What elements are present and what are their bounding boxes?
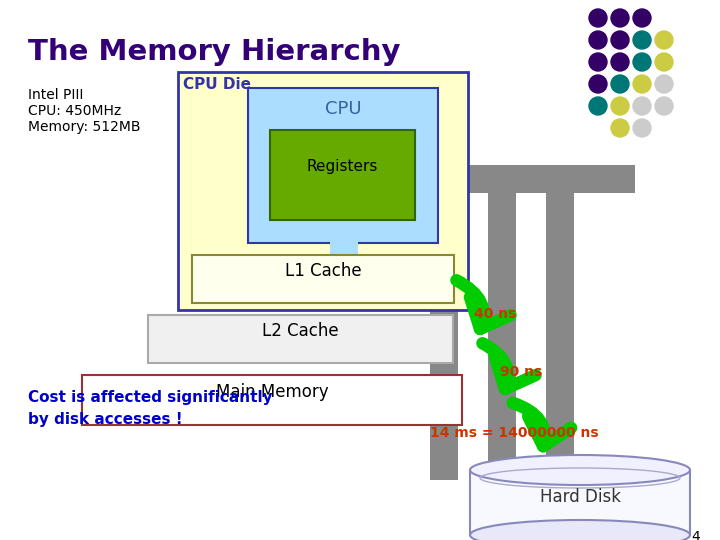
Circle shape — [611, 53, 629, 71]
Circle shape — [589, 97, 607, 115]
Bar — [148, 315, 453, 363]
Text: 40 ns: 40 ns — [474, 307, 516, 321]
Bar — [430, 165, 458, 480]
Text: Hard Disk: Hard Disk — [539, 488, 621, 506]
FancyArrowPatch shape — [513, 403, 571, 446]
Circle shape — [633, 9, 651, 27]
Text: The Memory Hierarchy: The Memory Hierarchy — [28, 38, 400, 66]
Text: L2 Cache: L2 Cache — [261, 322, 338, 340]
Circle shape — [655, 75, 673, 93]
Circle shape — [589, 31, 607, 49]
Bar — [192, 255, 454, 303]
Ellipse shape — [470, 520, 690, 540]
Text: 90 ns: 90 ns — [500, 365, 542, 379]
Bar — [488, 165, 516, 480]
FancyArrowPatch shape — [482, 343, 536, 389]
Circle shape — [589, 75, 607, 93]
Bar — [470, 470, 690, 535]
Bar — [430, 165, 635, 193]
Circle shape — [611, 31, 629, 49]
Ellipse shape — [470, 455, 690, 485]
Text: CPU Die: CPU Die — [183, 77, 251, 92]
Circle shape — [655, 53, 673, 71]
Text: Memory: 512MB: Memory: 512MB — [28, 120, 140, 134]
Text: Cost is affected significantly
by disk accesses !: Cost is affected significantly by disk a… — [28, 390, 273, 427]
Text: CPU: 450MHz: CPU: 450MHz — [28, 104, 121, 118]
Text: Registers: Registers — [306, 159, 378, 174]
Text: L1 Cache: L1 Cache — [284, 262, 361, 280]
Circle shape — [589, 9, 607, 27]
Circle shape — [611, 97, 629, 115]
Circle shape — [611, 119, 629, 137]
Circle shape — [655, 31, 673, 49]
Text: CPU: CPU — [325, 100, 361, 118]
Circle shape — [611, 75, 629, 93]
Bar — [546, 165, 574, 480]
Text: 4: 4 — [691, 530, 700, 540]
Text: 14 ms = 14000000 ns: 14 ms = 14000000 ns — [430, 426, 598, 440]
Circle shape — [633, 31, 651, 49]
Bar — [270, 130, 415, 220]
Bar — [248, 88, 438, 243]
Circle shape — [589, 53, 607, 71]
Circle shape — [633, 119, 651, 137]
Circle shape — [633, 97, 651, 115]
FancyArrowPatch shape — [456, 280, 510, 329]
Circle shape — [633, 53, 651, 71]
Bar — [178, 72, 468, 310]
Circle shape — [611, 9, 629, 27]
Bar — [330, 220, 358, 255]
Circle shape — [633, 75, 651, 93]
Bar — [82, 375, 462, 425]
Text: Intel PIII: Intel PIII — [28, 88, 84, 102]
Text: Main Memory: Main Memory — [216, 383, 328, 401]
Circle shape — [655, 97, 673, 115]
